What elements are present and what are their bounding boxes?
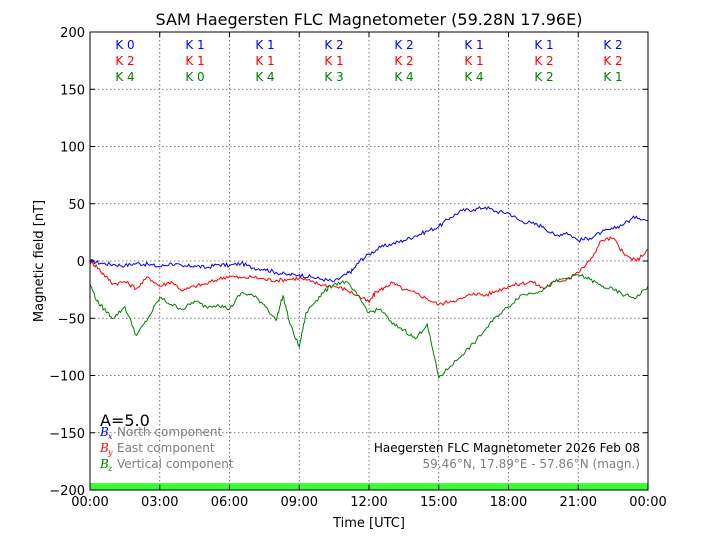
series-line-y bbox=[89, 236, 649, 306]
k-index-value: K 1 bbox=[185, 54, 204, 68]
k-index-value: K 1 bbox=[185, 38, 204, 52]
k-index-value: K 2 bbox=[115, 54, 134, 68]
legend-symbol: B bbox=[99, 425, 109, 439]
k-index-value: K 1 bbox=[464, 54, 483, 68]
x-tick-label: 15:00 bbox=[420, 495, 457, 510]
k-index-value: K 2 bbox=[534, 54, 553, 68]
x-axis-label: Time [UTC] bbox=[332, 516, 405, 531]
k-index-value: K 4 bbox=[255, 70, 274, 84]
y-tick-label: −100 bbox=[49, 370, 85, 385]
k-index-value: K 0 bbox=[115, 38, 134, 52]
a-index-label: A=5.0 bbox=[100, 411, 150, 430]
x-tick-label: 09:00 bbox=[281, 495, 318, 510]
y-tick-label: 100 bbox=[60, 141, 85, 156]
k-index-value: K 2 bbox=[534, 70, 553, 84]
k-index-value: K 2 bbox=[324, 38, 343, 52]
x-tick-label: 00:00 bbox=[629, 495, 666, 510]
y-tick-label: −200 bbox=[49, 484, 85, 499]
k-index-value: K 3 bbox=[324, 70, 343, 84]
y-tick-label: 200 bbox=[60, 26, 85, 41]
k-index-value: K 0 bbox=[185, 70, 204, 84]
x-tick-label: 03:00 bbox=[141, 495, 178, 510]
legend-subscript: x bbox=[108, 432, 113, 441]
series-group bbox=[89, 205, 649, 380]
k-index-table: K 0 K 1 K 1 K 2 K 2 K 1 K 1 K 2 K 2 K 1 K 1 K 1 K 2 K… bbox=[115, 38, 622, 84]
legend-label: North component bbox=[117, 425, 223, 439]
k-index-value: K 2 bbox=[394, 54, 413, 68]
x-tick-label: 00:00 bbox=[71, 495, 108, 510]
series-line-z bbox=[89, 273, 649, 380]
axis-ticks: 00:00 03:00 06:00 09:00 12:00 15:00 18:00 21:00… bbox=[49, 26, 666, 510]
k-index-value: K 2 bbox=[394, 38, 413, 52]
x-tick-label: 06:00 bbox=[211, 495, 248, 510]
legend-subscript: z bbox=[107, 464, 113, 473]
y-axis-label: Magnetic field [nT] bbox=[32, 200, 47, 322]
x-tick-label: 21:00 bbox=[560, 495, 597, 510]
k-index-value: K 4 bbox=[115, 70, 134, 84]
k-index-value: K 1 bbox=[255, 54, 274, 68]
chart-title: SAM Haegersten FLC Magnetometer (59.28N … bbox=[156, 10, 583, 29]
y-tick-label: −150 bbox=[49, 427, 85, 442]
k-index-value: K 2 bbox=[603, 38, 622, 52]
y-tick-label: 150 bbox=[60, 83, 85, 98]
k-index-value: K 4 bbox=[464, 70, 483, 84]
y-tick-label: 0 bbox=[77, 255, 85, 270]
y-tick-label: −50 bbox=[58, 312, 85, 327]
legend-label: Vertical component bbox=[117, 457, 234, 471]
y-tick-label: 50 bbox=[68, 198, 85, 213]
legend-symbol: B bbox=[99, 457, 109, 471]
k-index-value: K 1 bbox=[324, 54, 343, 68]
x-tick-label: 12:00 bbox=[350, 495, 387, 510]
legend-subscript: y bbox=[107, 448, 113, 457]
series-line-x bbox=[89, 205, 649, 283]
k-index-value: K 1 bbox=[603, 70, 622, 84]
legend-symbol: B bbox=[99, 441, 109, 455]
legend-label: East component bbox=[117, 441, 215, 455]
k-index-value: K 1 bbox=[464, 38, 483, 52]
x-tick-label: 18:00 bbox=[490, 495, 527, 510]
coordinates-annotation: 59.46°N, 17.89°E - 57.86°N (magn.) bbox=[423, 457, 640, 471]
station-annotation: Haegersten FLC Magnetometer 2026 Feb 08 bbox=[374, 441, 640, 455]
grid-lines bbox=[90, 32, 648, 490]
k-index-value: K 1 bbox=[534, 38, 553, 52]
k-index-value: K 2 bbox=[603, 54, 622, 68]
k-index-value: K 1 bbox=[255, 38, 274, 52]
k-index-value: K 4 bbox=[394, 70, 413, 84]
